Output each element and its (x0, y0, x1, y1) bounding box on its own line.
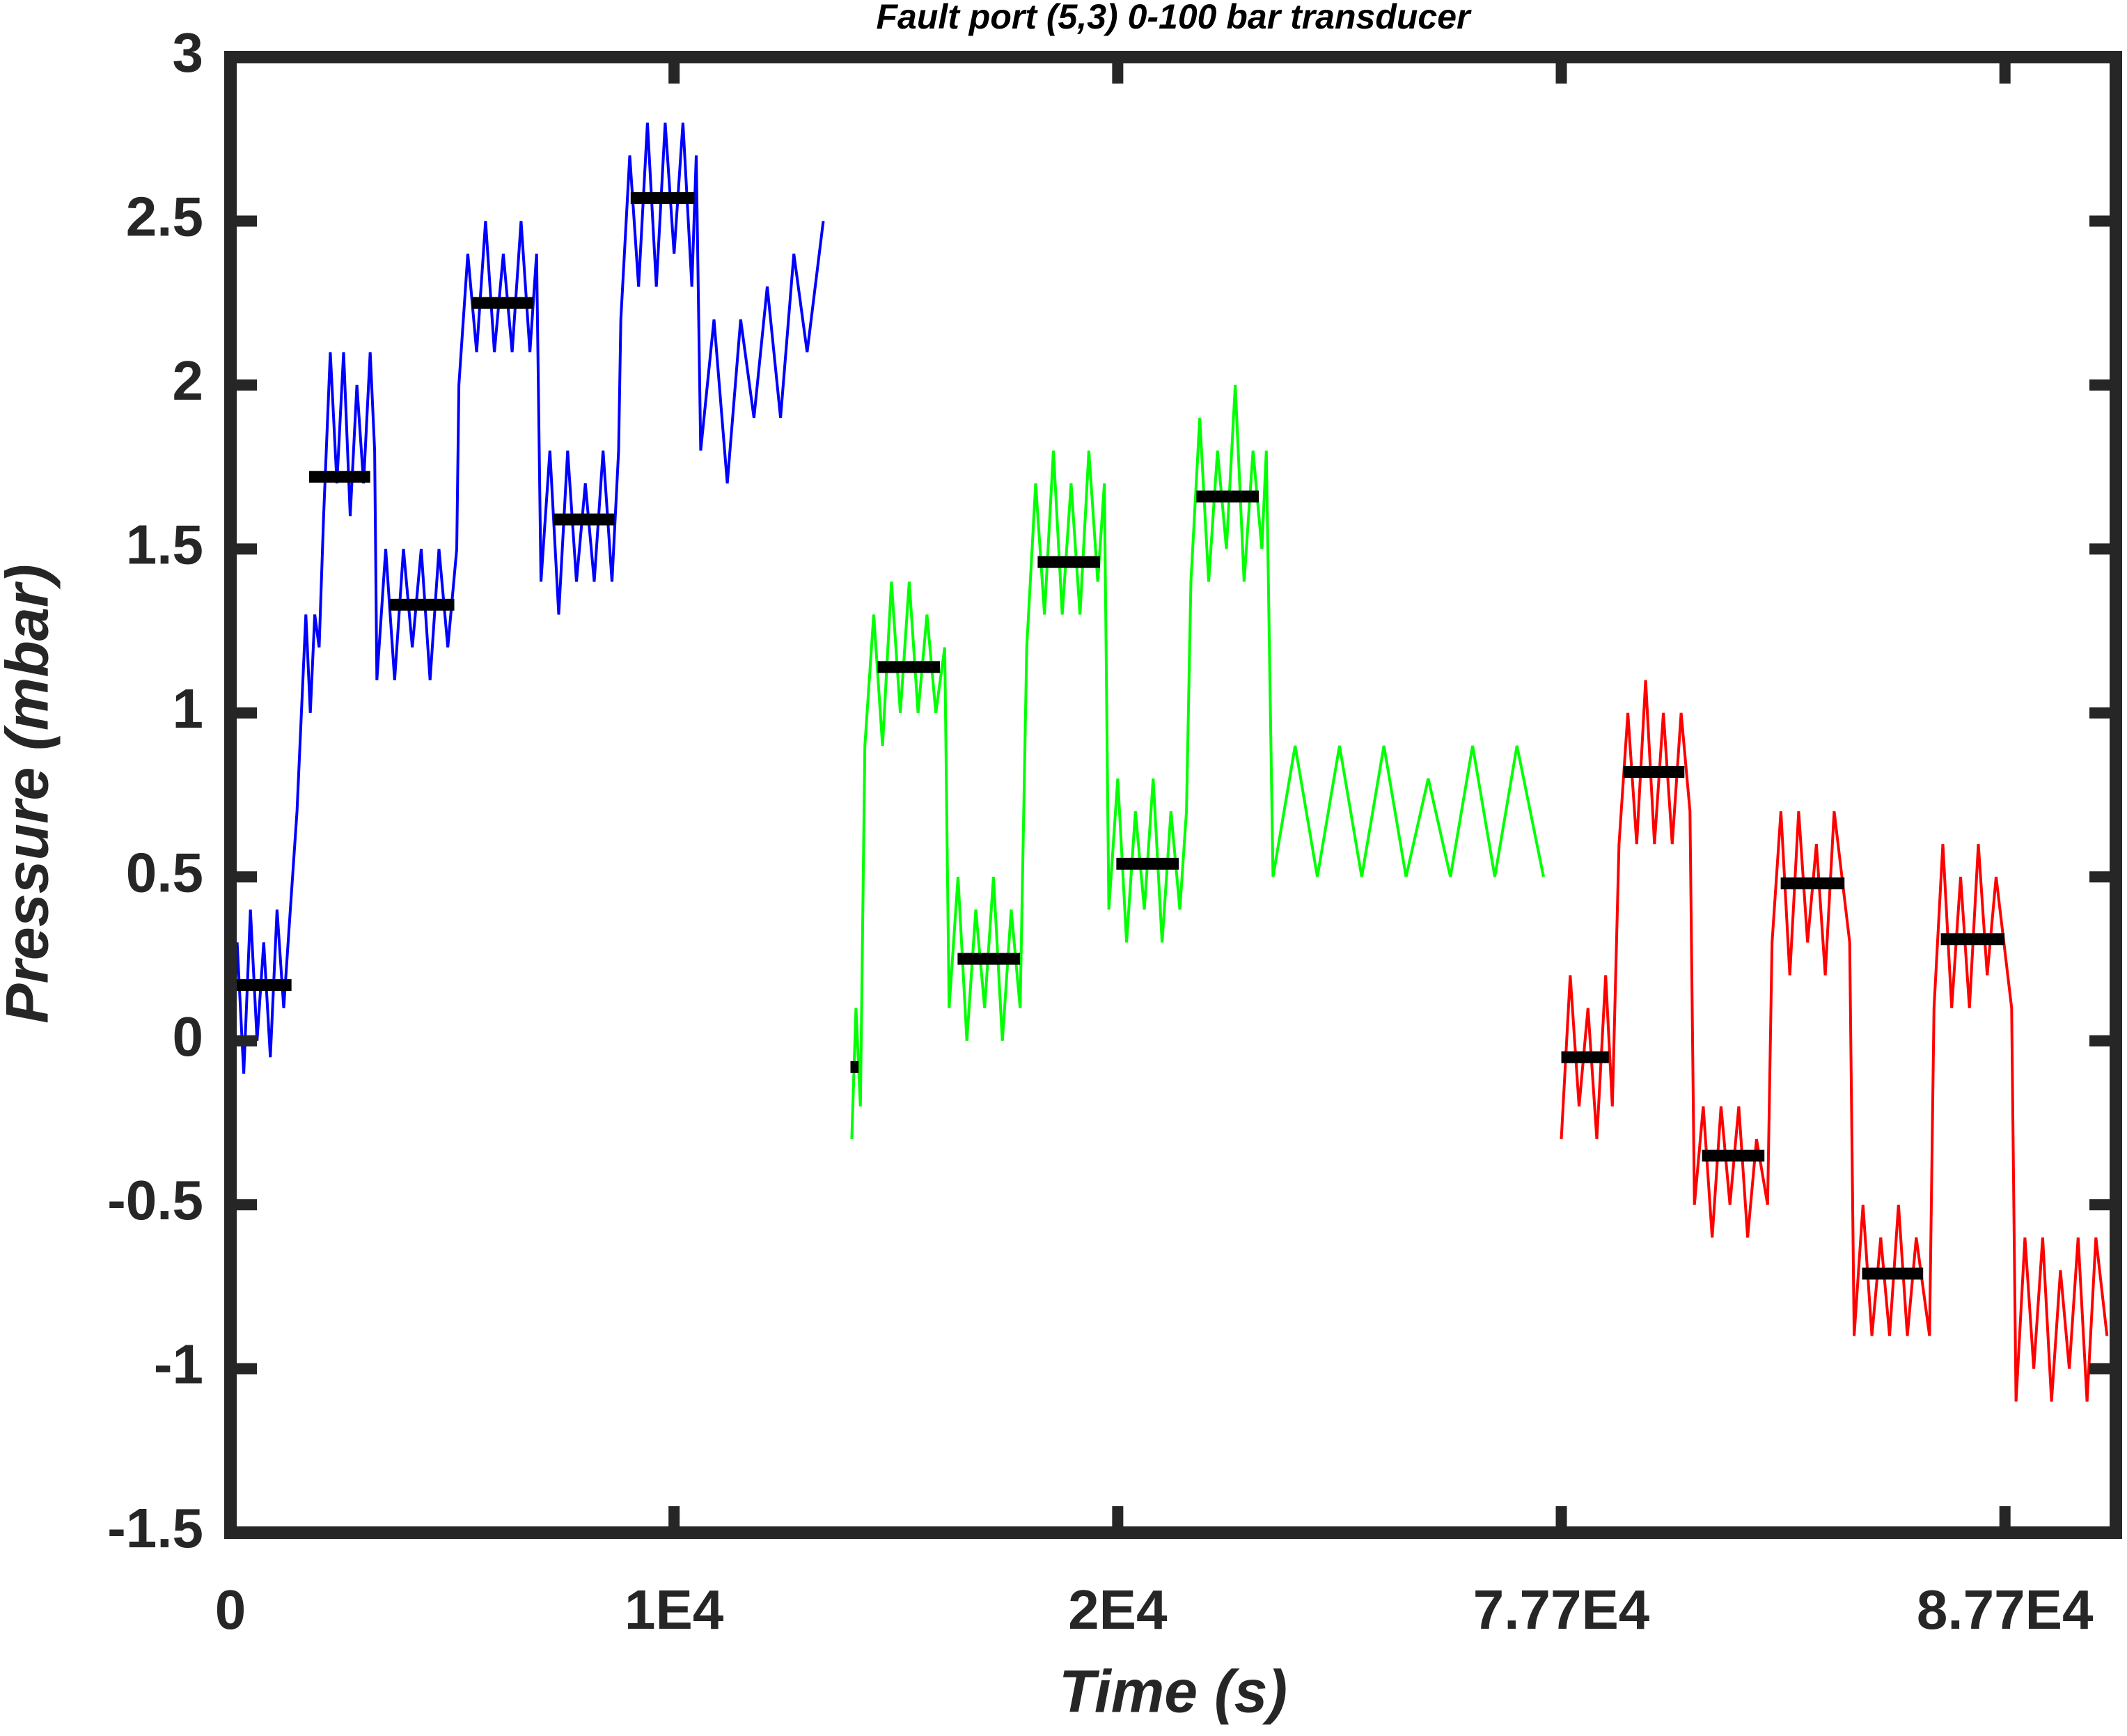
x-tick-label: 8.77E4 (1917, 1579, 2094, 1641)
y-tick-label: 2 (173, 350, 204, 412)
series-line (230, 123, 825, 1106)
series-line (850, 384, 1545, 1139)
y-tick-label: 2.5 (126, 186, 203, 248)
x-tick-label: 7.77E4 (1473, 1579, 1650, 1641)
y-tick-label: 3 (173, 22, 204, 84)
x-axis-label: Time (s) (1059, 1659, 1287, 1726)
plot-frame (224, 51, 2122, 1539)
y-tick-label: 0.5 (126, 841, 203, 903)
y-tick-label: 0 (173, 1006, 204, 1068)
plot-area (230, 123, 2109, 1402)
series-line (1560, 680, 2109, 1402)
x-tick-label: 2E4 (1068, 1579, 1168, 1641)
chart-title: Fault port (5,3) 0-100 bar transducer (876, 0, 1472, 36)
y-tick-label: -0.5 (107, 1169, 203, 1231)
x-tick-label: 0 (215, 1579, 246, 1641)
y-tick-label: -1 (154, 1334, 203, 1395)
y-tick-label: 1 (173, 678, 204, 740)
y-tick-label: 1.5 (126, 513, 203, 575)
y-axis-label: Pressure (mbar) (0, 564, 61, 1024)
y-tick-label: -1.5 (107, 1497, 203, 1559)
x-tick-label: 1E4 (625, 1579, 724, 1641)
